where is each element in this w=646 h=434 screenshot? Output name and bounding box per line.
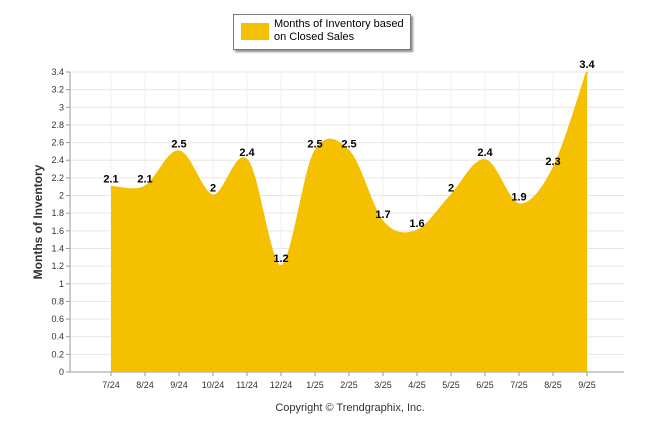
y-axis-title: Months of Inventory: [31, 164, 45, 279]
x-tick-label: 12/24: [270, 380, 293, 390]
x-tick-label: 10/24: [202, 380, 225, 390]
x-tick-label: 7/24: [102, 380, 120, 390]
data-label: 2.3: [545, 156, 560, 168]
x-tick-label: 8/24: [136, 380, 154, 390]
y-tick-label: 0.6: [51, 314, 64, 324]
y-tick-label: 1.8: [51, 208, 64, 218]
y-tick-label: 2.2: [51, 173, 64, 183]
y-tick-label: 3.2: [51, 85, 64, 95]
data-label: 2.5: [341, 138, 356, 150]
x-tick-label: 6/25: [476, 380, 494, 390]
x-tick-label: 9/25: [578, 380, 596, 390]
data-label: 2.4: [239, 147, 255, 159]
data-label: 1.6: [409, 218, 424, 230]
legend-swatch: [241, 23, 269, 40]
y-tick-label: 0.2: [51, 349, 64, 359]
series-line: [110, 71, 588, 268]
data-label: 1.7: [375, 209, 390, 221]
y-tick-label: 3: [59, 102, 64, 112]
y-tick-label: 0: [59, 367, 64, 377]
x-tick-label: 5/25: [442, 380, 460, 390]
x-tick-label: 4/25: [408, 380, 426, 390]
data-label: 2.5: [307, 138, 322, 150]
data-label: 3.4: [579, 59, 595, 71]
data-label: 1.9: [511, 191, 526, 203]
y-tick-label: 1.2: [51, 261, 64, 271]
copyright-notice: Copyright © Trendgraphix, Inc.: [275, 402, 425, 414]
x-tick-label: 11/24: [236, 380, 258, 390]
y-tick-label: 2.8: [51, 120, 64, 130]
x-tick-label: 3/25: [374, 380, 392, 390]
data-label: 2.1: [137, 174, 152, 186]
data-label: 2.5: [171, 138, 186, 150]
x-tick-label: 7/25: [510, 380, 528, 390]
series-area: [111, 72, 587, 372]
x-tick-label: 2/25: [340, 380, 358, 390]
data-label: 2: [448, 183, 454, 195]
y-tick-label: 2.4: [51, 155, 64, 165]
x-tick-label: 1/25: [306, 380, 324, 390]
data-label: 1.2: [273, 253, 288, 265]
y-tick-label: 1.4: [51, 243, 64, 253]
y-tick-label: 3.4: [51, 67, 64, 77]
x-tick-label: 9/24: [170, 380, 188, 390]
legend: Months of Inventory based on Closed Sale…: [233, 14, 411, 50]
data-label: 2.1: [103, 174, 118, 186]
legend-label: Months of Inventory based on Closed Sale…: [274, 18, 404, 43]
data-label: 2: [210, 183, 216, 195]
y-tick-label: 0.8: [51, 296, 64, 306]
y-tick-label: 2.6: [51, 138, 64, 148]
y-tick-label: 2: [59, 191, 64, 201]
y-tick-label: 0.4: [51, 332, 64, 342]
data-label: 2.4: [477, 147, 493, 159]
x-tick-label: 8/25: [544, 380, 562, 390]
y-tick-label: 1: [59, 279, 64, 289]
y-tick-label: 1.6: [51, 226, 64, 236]
